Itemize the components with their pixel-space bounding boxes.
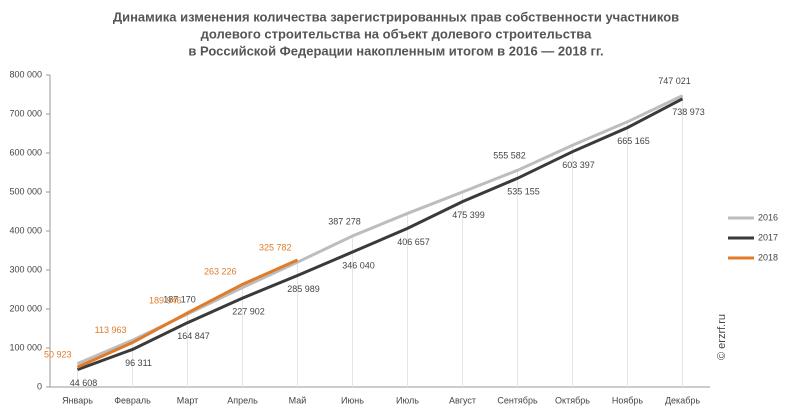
legend-label: 2017 [758, 232, 778, 242]
x-tick-label: Сентябрь [497, 395, 538, 405]
chart-title: Динамика изменения количества зарегистри… [113, 9, 679, 24]
data-label: 475 399 [452, 210, 485, 220]
series-line [76, 97, 684, 372]
data-label: 44 608 [70, 378, 98, 388]
chart-title: долевого строительства на объект долевог… [201, 26, 592, 41]
x-tick-label: Октябрь [555, 395, 590, 405]
data-label: 387 278 [328, 216, 361, 226]
y-tick-label: 700 000 [9, 108, 42, 118]
data-label: 263 226 [204, 267, 237, 277]
y-tick-label: 800 000 [9, 69, 42, 79]
data-label: 738 973 [672, 107, 705, 117]
y-tick-label: 400 000 [9, 225, 42, 235]
x-tick-label: Март [177, 395, 199, 405]
y-tick-label: 500 000 [9, 186, 42, 196]
legend-label: 2016 [758, 212, 778, 222]
data-label: 665 165 [617, 136, 650, 146]
y-tick-label: 300 000 [9, 264, 42, 274]
x-tick-label: Август [449, 395, 476, 405]
series-line [76, 258, 299, 369]
data-label: 113 963 [95, 325, 127, 335]
data-label: 189 946 [149, 295, 182, 305]
x-tick-label: Апрель [227, 395, 258, 405]
data-label: 325 782 [259, 242, 292, 252]
data-label: 50 923 [44, 350, 72, 360]
data-label: 96 311 [125, 358, 152, 368]
data-label: 227 902 [232, 306, 265, 316]
y-tick-label: 100 000 [9, 342, 42, 352]
data-label: 285 989 [287, 284, 320, 294]
data-label: 555 582 [493, 151, 526, 161]
x-tick-label: Июнь [341, 395, 364, 405]
chart-title: в Российской Федерации накопленным итого… [188, 43, 603, 58]
y-tick-label: 0 [37, 381, 42, 391]
data-label: 164 847 [177, 331, 210, 341]
data-label: 346 040 [342, 260, 375, 270]
data-label: 747 021 [658, 76, 691, 86]
x-tick-label: Январь [62, 395, 93, 405]
x-tick-label: Ноябрь [612, 395, 644, 405]
x-tick-label: Май [289, 395, 307, 405]
y-tick-label: 600 000 [9, 147, 42, 157]
data-label: 187 170 [163, 294, 196, 304]
x-tick-label: Июль [396, 395, 419, 405]
x-tick-label: Декабрь [665, 395, 700, 405]
legend-label: 2018 [758, 252, 778, 262]
data-label: 406 657 [397, 237, 430, 247]
y-tick-label: 200 000 [9, 303, 42, 313]
x-tick-label: Февраль [114, 395, 151, 405]
data-label: 603 397 [562, 160, 595, 170]
watermark: © erzrf.ru [716, 314, 728, 360]
data-label: 535 155 [507, 187, 540, 197]
